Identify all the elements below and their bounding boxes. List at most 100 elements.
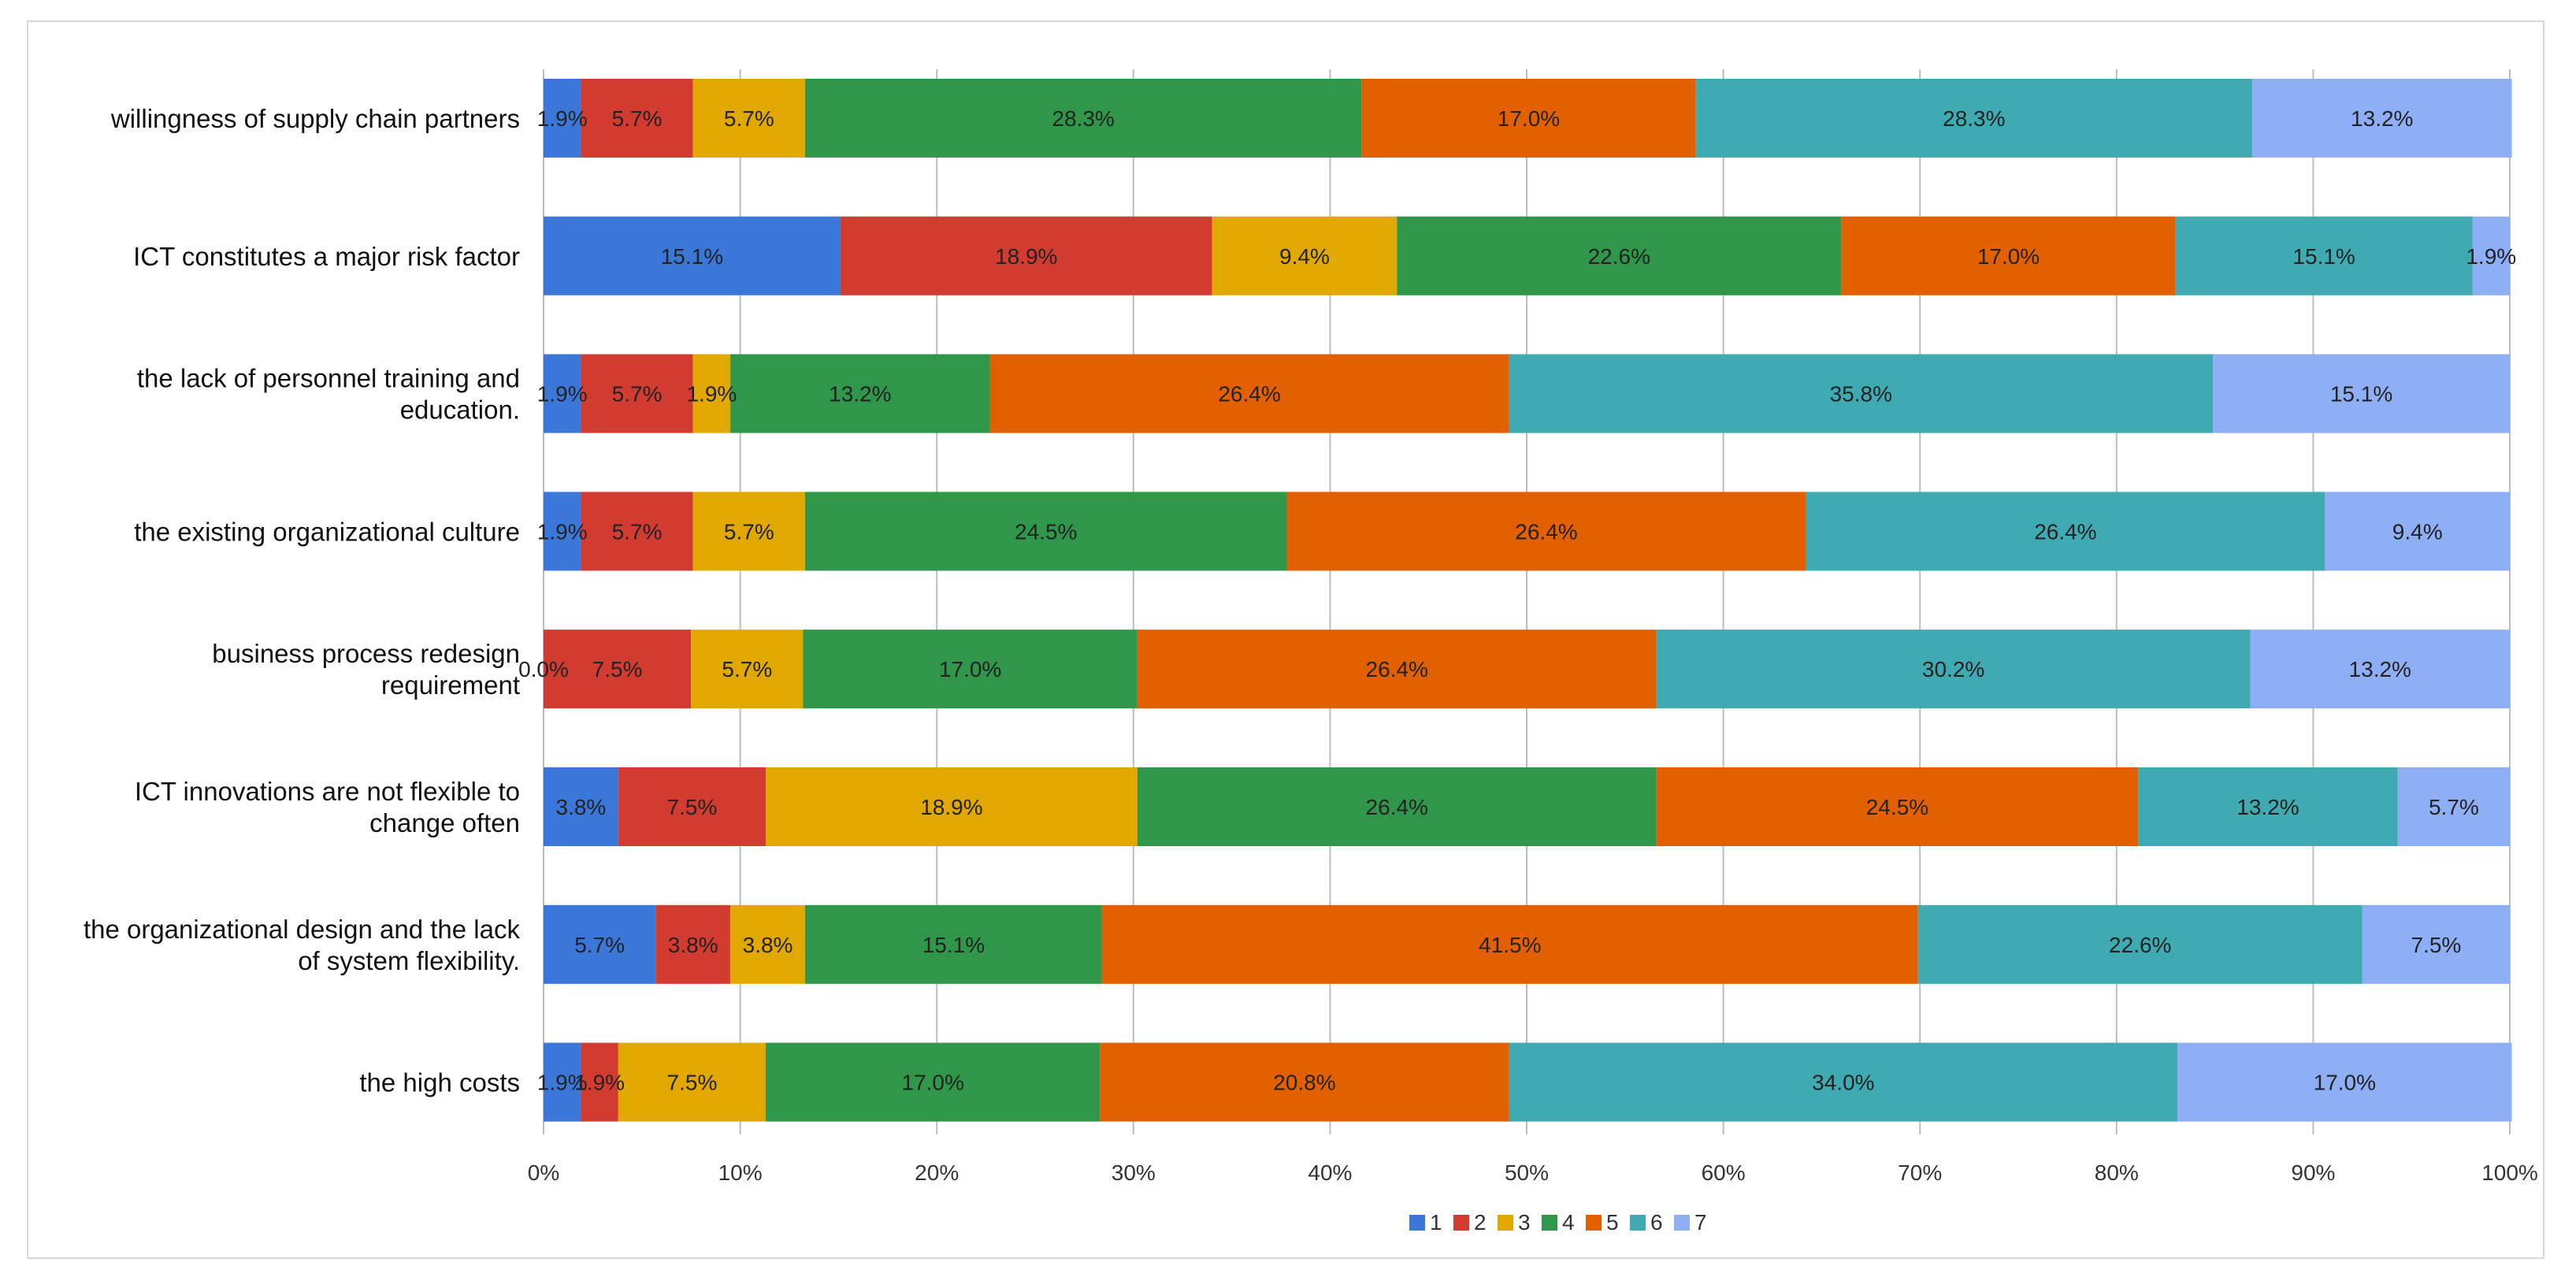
bar-segment [766,1042,1101,1122]
data-label: 5.7% [612,382,663,407]
stacked-bar-chart: 1.9% 5.7% 5.7% 28.3% 17.0% 28.3% 13.2% 15.1% 18.… [84,69,2538,1235]
bar-segment [1361,79,1696,158]
data-label: 17.0% [902,1071,964,1095]
category-label: of system flexibility. [298,946,520,975]
bar-segment [1137,629,1657,709]
category-label: business process redesign [212,639,520,668]
data-label: 3.8% [668,933,718,957]
bar-segment [1656,629,2251,709]
bar-segment [2177,1042,2512,1122]
data-label: 20.8% [1273,1071,1335,1095]
x-tick-label: 70% [1898,1160,1942,1185]
data-label: 22.6% [2109,933,2171,957]
data-label: 5.7% [2429,795,2479,819]
data-label: 7.5% [2411,933,2461,957]
bar-segment [692,79,805,158]
category-label: the high costs [359,1068,520,1097]
bar-segment [730,354,990,433]
bar-segment [691,629,804,709]
bar-segment [544,492,581,571]
bar-segment [1841,216,2176,295]
bar-segment [581,1042,618,1122]
data-label: 5.7% [612,519,663,544]
data-label: 7.5% [667,1071,718,1095]
data-label: 28.3% [1943,106,2005,131]
data-label: 1.9% [537,106,588,131]
bar-segment [2362,904,2510,984]
bar-segment [692,492,805,571]
bar-segment [1100,1042,1509,1122]
bar-segment [1212,216,1397,295]
bar-segment [581,354,693,433]
category-label: education. [400,395,520,425]
data-label: 17.0% [2314,1071,2376,1095]
bar-segment [544,354,581,433]
data-label: 22.6% [1588,244,1650,269]
data-label: 15.1% [2292,244,2355,269]
legend-swatch [1498,1215,1513,1231]
bar-segment [581,79,693,158]
x-tick-label: 10% [718,1160,763,1185]
category-label: ICT constitutes a major risk factor [133,242,520,271]
data-label: 3.8% [743,933,793,957]
data-label: 18.9% [920,795,982,819]
bar-segment [2397,767,2510,846]
category-labels: willingness of supply chain partners ICT … [84,104,521,1097]
data-labels: 1.9% 5.7% 5.7% 28.3% 17.0% 28.3% 13.2% 15.1% 18.… [518,106,2516,1095]
x-tick-label: 80% [2095,1160,2139,1185]
data-label: 17.0% [1977,244,2040,269]
bar-segment [544,216,841,295]
bar-segment [692,354,731,433]
data-label: 13.2% [2349,657,2411,681]
x-tick-label: 20% [915,1160,959,1185]
data-label: 1.9% [537,519,588,544]
data-label: 26.4% [1218,382,1280,407]
bars [544,79,2512,1122]
bar-segment [730,904,805,984]
x-tick-label: 90% [2291,1160,2335,1185]
data-label: 26.4% [1515,519,1577,544]
data-label: 1.9% [2466,244,2516,269]
data-label: 30.2% [1922,657,1984,681]
data-label: 7.5% [592,657,643,681]
data-label: 13.2% [2351,106,2413,131]
bar-segment [2138,767,2398,846]
bar-segment [2213,354,2510,433]
legend-label: 7 [1694,1210,1707,1235]
bar-segment [804,79,1362,158]
bar-segment [1917,904,2363,984]
data-label: 0.0% [518,657,569,681]
data-label: 5.7% [722,657,772,681]
data-label: 13.2% [829,382,891,407]
bar-segment [544,1042,581,1122]
legend-swatch [1453,1215,1469,1231]
bar-segment [804,904,1102,984]
data-label: 15.1% [2330,382,2392,407]
legend-swatch [1630,1215,1646,1231]
data-label: 24.5% [1015,519,1077,544]
category-label: willingness of supply chain partners [110,104,520,133]
data-label: 5.7% [724,519,774,544]
x-tick-label: 0% [528,1160,559,1185]
x-axis-ticks: 0% 10% 20% 30% 40% 50% 60% 70% 80% 90% 100% [528,1160,2538,1185]
bar-segment [2325,492,2510,571]
x-tick-label: 30% [1112,1160,1156,1185]
category-label: requirement [381,670,520,700]
data-label: 26.4% [1366,795,1428,819]
x-tick-label: 50% [1505,1160,1549,1185]
bar-segment [1806,492,2325,571]
data-label: 24.5% [1866,795,1928,819]
x-tick-label: 40% [1308,1160,1352,1185]
bar-segment [803,629,1138,709]
bar-segment [2175,216,2473,295]
bar-segment [2472,216,2510,295]
data-label: 15.1% [661,244,723,269]
data-label: 18.9% [995,244,1057,269]
data-label: 5.7% [574,933,625,957]
bar-segment [544,767,618,846]
data-label: 1.9% [537,382,588,407]
bar-segment [618,767,766,846]
x-tick-label: 60% [1702,1160,1746,1185]
x-tick-label: 100% [2481,1160,2538,1185]
legend-label: 5 [1606,1210,1619,1235]
